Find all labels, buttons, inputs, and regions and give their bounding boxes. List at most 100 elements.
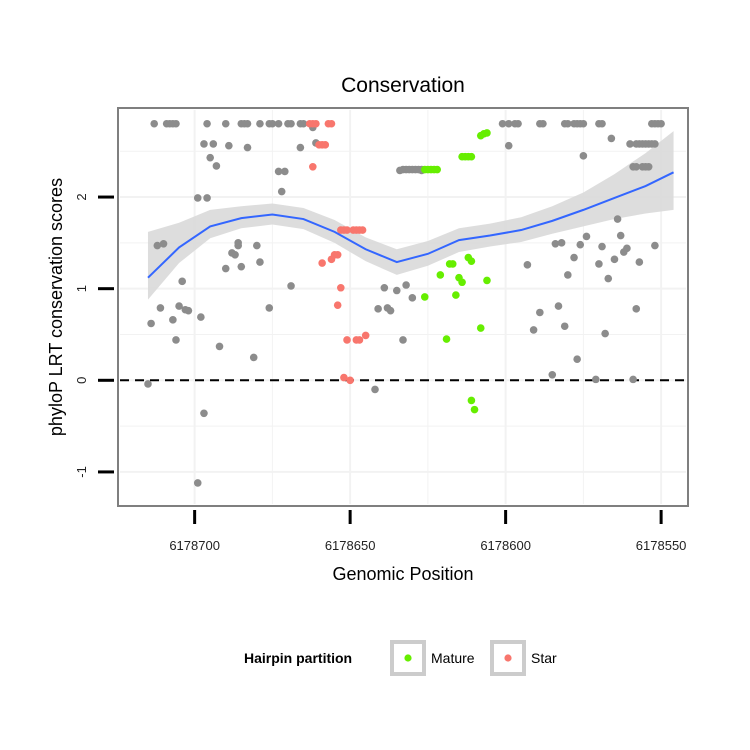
other-point [629, 375, 637, 384]
other-point [514, 119, 522, 128]
other-point [644, 163, 653, 171]
other-point [281, 167, 289, 176]
y-tick-label: 0 [74, 377, 89, 384]
x-tick-label: 6178650 [325, 538, 376, 553]
legend-mature-marker [404, 654, 412, 662]
other-point [172, 336, 180, 344]
other-point [256, 119, 264, 128]
other-point [616, 231, 625, 240]
star-point [309, 163, 317, 171]
other-point [221, 119, 230, 128]
other-point [153, 241, 162, 250]
other-point [371, 385, 379, 394]
other-point [184, 306, 193, 315]
other-point [408, 294, 417, 302]
x-tick-label: 6178700 [169, 538, 220, 553]
other-point [178, 277, 186, 286]
star-point [340, 373, 348, 382]
mature-point [452, 291, 460, 299]
other-point [551, 239, 560, 248]
other-point [265, 304, 274, 312]
other-point [237, 262, 246, 271]
other-point [626, 140, 634, 148]
other-point [623, 244, 631, 253]
star-point [312, 119, 320, 128]
other-point [592, 375, 600, 384]
other-point [632, 163, 641, 171]
x-axis: 6178700 6178650 6178600 6178550 [169, 510, 686, 553]
other-point [402, 281, 410, 289]
mature-point [433, 165, 442, 174]
other-point [598, 119, 606, 128]
mature-point [467, 257, 476, 265]
other-point [564, 271, 572, 279]
star-point [337, 283, 345, 292]
other-point [225, 141, 233, 150]
other-point [504, 119, 513, 128]
other-point [651, 140, 659, 148]
other-point [635, 258, 644, 266]
smooth-line-layer [147, 171, 675, 279]
star-point [358, 226, 367, 234]
mature-point [483, 129, 491, 137]
other-point [274, 167, 283, 176]
other-point [147, 319, 155, 328]
other-point [380, 283, 389, 292]
other-point [243, 143, 252, 152]
other-point [287, 119, 295, 128]
other-point [579, 152, 588, 160]
other-point [193, 479, 202, 487]
other-point [212, 162, 221, 170]
mature-point [448, 260, 457, 268]
other-point [253, 241, 261, 250]
legend-star-marker [504, 654, 512, 662]
other-point [203, 194, 211, 202]
y-tick-label: 1 [74, 285, 89, 292]
other-point [206, 153, 214, 162]
mature-point [470, 405, 479, 414]
other-point [392, 286, 401, 295]
y-tick-label: -1 [74, 466, 89, 478]
other-point [256, 258, 264, 266]
other-point [156, 304, 165, 312]
star-point [343, 336, 351, 344]
other-point [150, 119, 159, 128]
other-point [231, 250, 239, 259]
other-point [557, 239, 566, 247]
other-point [193, 194, 202, 202]
other-point [601, 329, 609, 338]
other-point [579, 119, 588, 128]
other-point [539, 119, 547, 128]
mature-point [467, 396, 476, 405]
other-point [613, 215, 622, 223]
mature-point [458, 278, 466, 287]
other-point [523, 261, 532, 269]
y-axis: -1 0 1 2 [74, 193, 114, 478]
x-axis-title: Genomic Position [332, 564, 473, 584]
other-point [529, 326, 538, 334]
other-point [651, 241, 659, 250]
other-point [657, 119, 665, 128]
other-point [144, 380, 152, 388]
other-point [548, 371, 557, 379]
chart-title: Conservation [341, 74, 465, 97]
legend-label-mature: Mature [431, 650, 475, 666]
other-point [249, 353, 258, 362]
x-tick-label: 6178550 [636, 538, 687, 553]
legend-title: Hairpin partition [244, 650, 352, 666]
other-point [203, 119, 211, 128]
other-point [277, 187, 286, 196]
other-point [498, 119, 507, 128]
y-axis-title: phyloP LRT conservation scores [46, 178, 66, 436]
other-point [560, 322, 569, 331]
other-point [632, 305, 641, 313]
mature-point [476, 324, 485, 332]
other-point [564, 119, 572, 128]
legend: Hairpin partition Mature Star [244, 640, 557, 676]
mature-point [467, 152, 476, 161]
other-point [234, 239, 242, 247]
star-point [333, 250, 342, 259]
other-point [243, 119, 252, 128]
star-point [327, 119, 336, 128]
other-point [299, 119, 308, 128]
